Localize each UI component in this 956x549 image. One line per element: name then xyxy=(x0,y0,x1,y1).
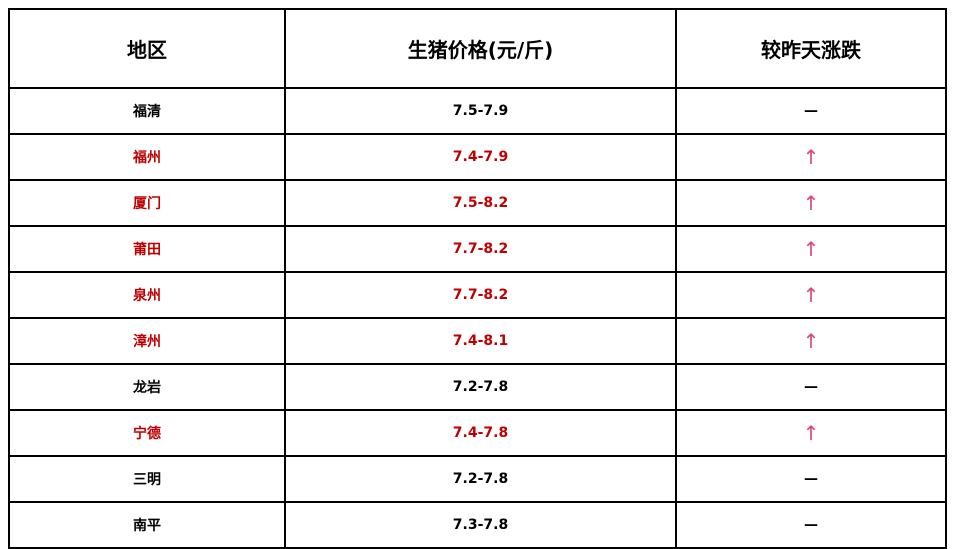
region-cell: 泉州 xyxy=(8,271,286,319)
header-change: 较昨天涨跌 xyxy=(675,8,947,89)
table-row: 南平 7.3-7.8 — xyxy=(8,501,947,549)
region-cell: 福清 xyxy=(8,87,286,135)
arrow-up-icon: ↑ xyxy=(675,409,947,457)
price-cell: 7.7-8.2 xyxy=(284,271,677,319)
price-cell: 7.2-7.8 xyxy=(284,363,677,411)
arrow-up-icon: ↑ xyxy=(675,133,947,181)
price-cell: 7.7-8.2 xyxy=(284,225,677,273)
table-row: 福清 7.5-7.9 — xyxy=(8,87,947,135)
table-row: 三明 7.2-7.8 — xyxy=(8,455,947,503)
price-cell: 7.4-8.1 xyxy=(284,317,677,365)
region-cell: 宁德 xyxy=(8,409,286,457)
price-cell: 7.2-7.8 xyxy=(284,455,677,503)
region-cell: 南平 xyxy=(8,501,286,549)
price-cell: 7.5-7.9 xyxy=(284,87,677,135)
table-row: 宁德 7.4-7.8 ↑ xyxy=(8,409,947,457)
arrow-up-icon: ↑ xyxy=(675,317,947,365)
table-row: 龙岩 7.2-7.8 — xyxy=(8,363,947,411)
table-row: 福州 7.4-7.9 ↑ xyxy=(8,133,947,181)
arrow-up-icon: ↑ xyxy=(675,271,947,319)
arrow-up-icon: ↑ xyxy=(675,225,947,273)
pig-price-table: 地区 生猪价格(元/斤) 较昨天涨跌 福清 7.5-7.9 — 福州 7.4-7.… xyxy=(8,8,947,549)
region-cell: 漳州 xyxy=(8,317,286,365)
arrow-up-icon: ↑ xyxy=(675,179,947,227)
region-cell: 莆田 xyxy=(8,225,286,273)
table-row: 莆田 7.7-8.2 ↑ xyxy=(8,225,947,273)
price-cell: 7.3-7.8 xyxy=(284,501,677,549)
dash-icon: — xyxy=(675,501,947,549)
price-cell: 7.4-7.9 xyxy=(284,133,677,181)
region-cell: 厦门 xyxy=(8,179,286,227)
table-row: 厦门 7.5-8.2 ↑ xyxy=(8,179,947,227)
dash-icon: — xyxy=(675,87,947,135)
price-cell: 7.4-7.8 xyxy=(284,409,677,457)
dash-icon: — xyxy=(675,455,947,503)
header-price: 生猪价格(元/斤) xyxy=(284,8,677,89)
header-region: 地区 xyxy=(8,8,286,89)
table-row: 漳州 7.4-8.1 ↑ xyxy=(8,317,947,365)
region-cell: 福州 xyxy=(8,133,286,181)
dash-icon: — xyxy=(675,363,947,411)
table-row: 泉州 7.7-8.2 ↑ xyxy=(8,271,947,319)
region-cell: 三明 xyxy=(8,455,286,503)
header-row: 地区 生猪价格(元/斤) 较昨天涨跌 xyxy=(8,8,947,89)
region-cell: 龙岩 xyxy=(8,363,286,411)
price-cell: 7.5-8.2 xyxy=(284,179,677,227)
